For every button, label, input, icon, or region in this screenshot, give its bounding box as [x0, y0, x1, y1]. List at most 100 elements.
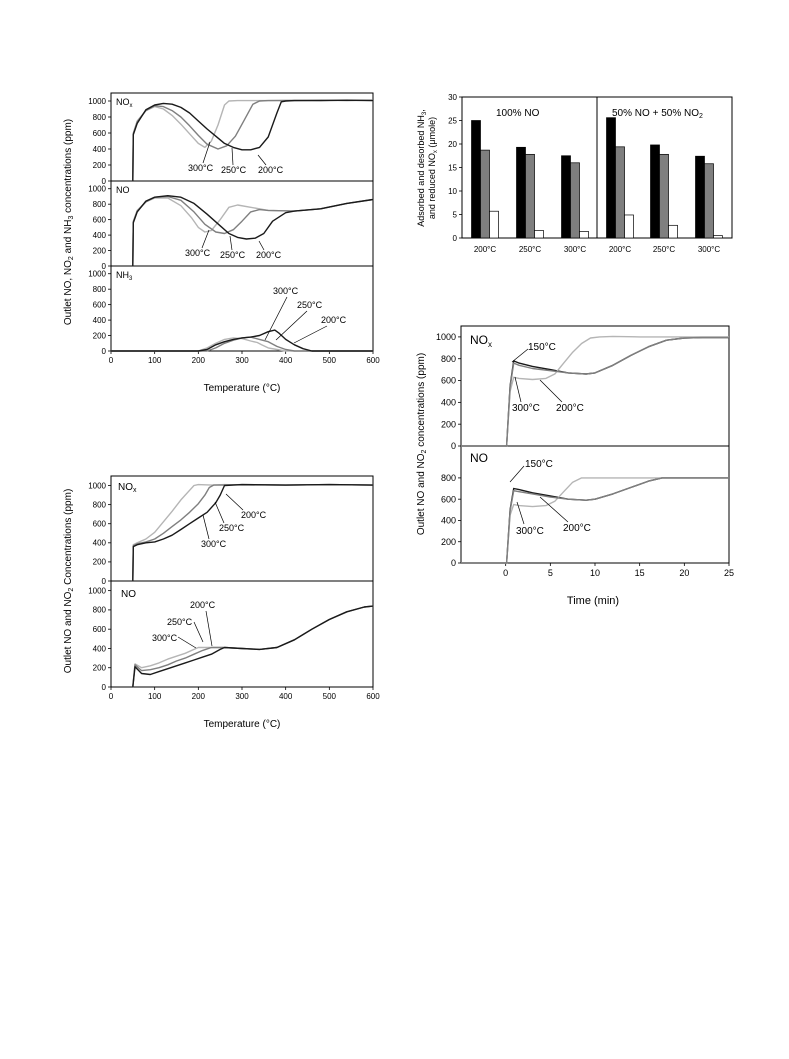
tr-category-label-4: 250°C: [653, 245, 676, 254]
tr-bar-0-1: [480, 149, 490, 239]
bl-p0-line-200c: [132, 483, 374, 582]
tl-p0-line-200c: [132, 99, 374, 182]
tl-nox-annot-300: 300°C: [188, 163, 214, 173]
tl-nh3-annot-200: 200°C: [321, 315, 347, 325]
tl-no-leader-250: [229, 235, 233, 251]
br-p0-ytick-label-0: 0: [451, 441, 456, 451]
bl-x-axis-title: Temperature (°C): [204, 719, 281, 730]
tr-ytick-label-4: 20: [448, 140, 457, 149]
tr-ytick-label-0: 0: [453, 234, 458, 243]
tl-p1-ytick-label-4: 800: [93, 200, 107, 209]
bl-nox-series: [132, 483, 374, 582]
tl-p2-line-300c: [111, 337, 373, 352]
br-p0-line-150c: [461, 336, 729, 447]
tl-no-annot-300: 300°C: [185, 248, 211, 258]
bl-no-leader-200: [205, 610, 213, 647]
br-p1-line-300c: [461, 477, 729, 564]
tr-bar-0-2: [489, 210, 499, 239]
tl-nox-leader-300: [202, 141, 211, 164]
bl-xtick-label-1: 100: [148, 692, 162, 701]
br-nox-annot-150: 150°C: [528, 342, 556, 353]
br-p0-ytick-label-5: 1000: [436, 332, 456, 342]
tl-no-annot-200: 200°C: [256, 250, 282, 260]
bl-y-axis-title: Outlet NO and NO2 Concentrations (ppm): [63, 489, 75, 674]
br-nox-annot-200: 200°C: [556, 403, 584, 414]
tr-y-axis: 0 5 10 15 20 25 30: [448, 93, 462, 243]
tl-panel-label-nh3: NH3: [116, 270, 133, 282]
tr-bar-1-0: [516, 146, 526, 239]
bl-xtick-label-3: 300: [235, 692, 249, 701]
bl-p1-ytick-label-1: 200: [93, 664, 107, 673]
br-p1-ytick-label-2: 400: [441, 516, 456, 526]
bl-xtick-label-2: 200: [192, 692, 206, 701]
figure-bl: 0 200 400 600 800 1000 0 200 400 600 800 1000 0 100…: [63, 475, 380, 730]
tl-y-axis-title: Outlet NO, NO2 and NH3 concentrations (p…: [63, 119, 75, 325]
br-p0-ytick-label-3: 600: [441, 376, 456, 386]
tl-p0-ytick-label-2: 400: [93, 145, 107, 154]
tl-p0-ytick-label-1: 200: [93, 161, 107, 170]
tl-p0-line-300c: [132, 99, 374, 182]
br-p1-line-150c: [461, 477, 729, 564]
br-p0-ytick-label-4: 800: [441, 354, 456, 364]
tl-p0-ytick-label-5: 1000: [88, 97, 106, 106]
br-no-annot-300: 300°C: [516, 526, 544, 537]
tl-xtick-label-2: 200: [192, 356, 206, 365]
tr-bar-2-1: [570, 162, 580, 239]
bl-p0-ytick-label-1: 200: [93, 558, 107, 567]
tl-no-y-axis: 0 200 400 600 800 1000: [88, 185, 111, 271]
bl-xtick-label-4: 400: [279, 692, 293, 701]
tl-p0-ytick-label-0: 0: [102, 177, 107, 186]
tr-bar-3-2: [624, 214, 634, 239]
tl-panel-label-nox: NOx: [116, 97, 133, 109]
bl-p1-ytick-label-3: 600: [93, 625, 107, 634]
br-p1-ytick-label-4: 800: [441, 473, 456, 483]
tl-xtick-label-0: 0: [109, 356, 114, 365]
br-nox-annot-300: 300°C: [512, 403, 540, 414]
tr-y-axis-title-line1: Adsorbed and desorbed NH3,: [416, 109, 428, 226]
br-no-leader-200: [539, 496, 569, 523]
tl-no-leader-300: [201, 229, 210, 249]
br-nox-series: [461, 335, 729, 447]
tr-bar-2-0: [561, 155, 571, 239]
bl-nox-leader-250: [214, 501, 225, 524]
bl-p0-ytick-label-0: 0: [102, 577, 107, 586]
tl-p0-line-250c: [132, 99, 374, 182]
tr-category-label-0: 200°C: [474, 245, 497, 254]
tr-group-title-mix: 50% NO + 50% NO2: [612, 108, 703, 120]
tl-p1-ytick-label-2: 400: [93, 231, 107, 240]
bl-nox-leader-300: [202, 514, 210, 540]
tl-xtick-label-6: 600: [366, 356, 380, 365]
tl-p1-ytick-label-1: 200: [93, 246, 107, 255]
bl-xtick-label-5: 500: [323, 692, 337, 701]
tl-nh3-y-axis: 0 200 400 600 800 1000: [88, 270, 111, 356]
br-p0-line-300c: [461, 335, 729, 447]
tr-bar-3-1: [615, 146, 625, 239]
br-p0-ytick-label-2: 400: [441, 398, 456, 408]
tl-xtick-label-3: 300: [235, 356, 249, 365]
br-no-annot-200: 200°C: [563, 523, 591, 534]
bl-p0-ytick-label-3: 600: [93, 520, 107, 529]
bl-p1-ytick-label-4: 800: [93, 606, 107, 615]
bl-p0-ytick-label-5: 1000: [88, 481, 106, 490]
tl-nh3-leader-250: [275, 310, 308, 341]
br-p1-ytick-label-1: 200: [441, 537, 456, 547]
figure-tr: 0 5 10 15 20 25 30 200°C 250°C 300°C 200°C 250°C 30…: [416, 93, 733, 254]
bl-panel-label-no: NO: [121, 589, 136, 600]
br-nox-leader-200: [539, 379, 563, 403]
bl-p0-ytick-label-4: 800: [93, 500, 107, 509]
bl-no-y-axis: 0 200 400 600 800 1000: [88, 586, 111, 692]
tr-category-label-3: 200°C: [609, 245, 632, 254]
bl-no-annot-200: 200°C: [190, 600, 216, 610]
tr-category-label-1: 250°C: [519, 245, 542, 254]
tl-p1-line-250c: [132, 195, 374, 267]
tr-bars: [471, 117, 723, 239]
tl-p1-ytick-label-0: 0: [102, 262, 107, 271]
br-xtick-label-1: 5: [548, 568, 553, 578]
bl-p0-line-300c: [132, 483, 374, 582]
bl-no-leader-300: [177, 636, 197, 649]
tl-no-annot-250: 250°C: [220, 250, 246, 260]
tr-ytick-label-2: 10: [448, 187, 457, 196]
tr-x-labels: 200°C 250°C 300°C 200°C 250°C 300°C: [474, 245, 721, 254]
tl-p2-ytick-label-4: 800: [93, 285, 107, 294]
